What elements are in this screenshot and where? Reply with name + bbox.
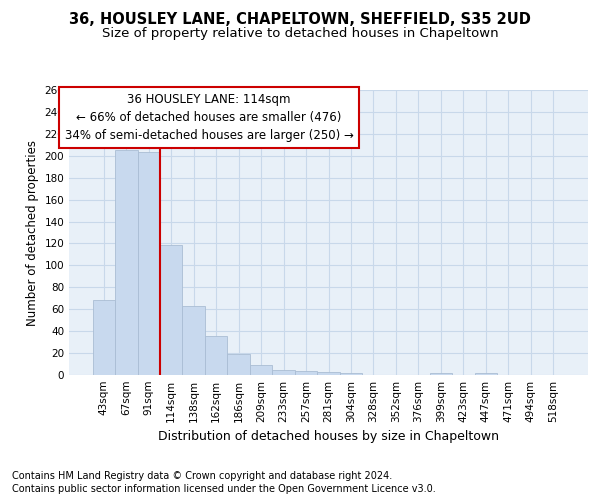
Bar xyxy=(340,373,362,375)
Bar xyxy=(272,370,295,375)
Bar xyxy=(115,150,137,375)
Y-axis label: Number of detached properties: Number of detached properties xyxy=(26,140,39,326)
Bar xyxy=(205,336,227,375)
Text: 36, HOUSLEY LANE, CHAPELTOWN, SHEFFIELD, S35 2UD: 36, HOUSLEY LANE, CHAPELTOWN, SHEFFIELD,… xyxy=(69,12,531,28)
Bar xyxy=(92,300,115,375)
Bar xyxy=(182,306,205,375)
Bar xyxy=(475,373,497,375)
Bar xyxy=(317,372,340,375)
Bar xyxy=(250,365,272,375)
Bar xyxy=(295,370,317,375)
Text: Contains public sector information licensed under the Open Government Licence v3: Contains public sector information licen… xyxy=(12,484,436,494)
Bar xyxy=(227,354,250,375)
Text: Size of property relative to detached houses in Chapeltown: Size of property relative to detached ho… xyxy=(101,28,499,40)
X-axis label: Distribution of detached houses by size in Chapeltown: Distribution of detached houses by size … xyxy=(158,430,499,444)
Text: 36 HOUSLEY LANE: 114sqm
← 66% of detached houses are smaller (476)
34% of semi-d: 36 HOUSLEY LANE: 114sqm ← 66% of detache… xyxy=(65,93,353,142)
Bar xyxy=(160,244,182,375)
Text: Contains HM Land Registry data © Crown copyright and database right 2024.: Contains HM Land Registry data © Crown c… xyxy=(12,471,392,481)
Bar xyxy=(430,373,452,375)
Bar xyxy=(137,152,160,375)
